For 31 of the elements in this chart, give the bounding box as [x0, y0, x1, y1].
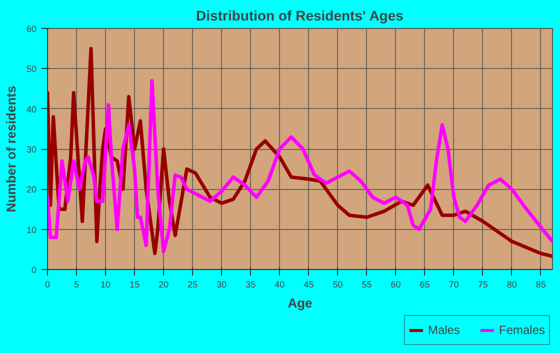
x-tick-label: 25	[188, 280, 198, 290]
x-tick-label: 0	[44, 280, 50, 290]
y-tick-label: 20	[26, 184, 37, 195]
y-tick-label: 30	[26, 144, 37, 154]
x-axis-title: Age	[288, 296, 312, 310]
y-tick-label: 40	[26, 104, 37, 114]
x-tick-label: 80	[506, 280, 517, 290]
x-tick-label: 60	[390, 280, 401, 290]
y-tick-label: 60	[26, 24, 37, 34]
y-tick-label: 10	[26, 224, 37, 235]
x-tick-label: 10	[100, 280, 111, 290]
x-tick-label: 55	[362, 280, 372, 290]
chart-title: Distribution of Residents' Ages	[196, 8, 404, 24]
y-axis-title: Number of residents	[3, 86, 18, 212]
x-tick-label: 20	[158, 280, 169, 290]
x-tick-label: 15	[130, 280, 140, 290]
x-tick-label: 30	[216, 280, 227, 290]
legend-label: Males	[428, 323, 460, 337]
x-tick-label: 70	[448, 280, 459, 290]
x-tick-label: 75	[478, 280, 488, 290]
x-tick-label: 5	[74, 280, 80, 290]
x-tick-label: 35	[246, 280, 256, 290]
legend-label: Females	[498, 323, 545, 337]
x-tick-label: 85	[536, 280, 546, 290]
y-tick-label: 0	[31, 265, 37, 275]
line-series	[48, 78, 552, 254]
x-tick-label: 65	[420, 280, 430, 290]
y-tick-label: 50	[26, 64, 37, 74]
x-tick-label: 40	[274, 280, 285, 290]
x-tick-label: 50	[332, 280, 343, 290]
x-tick-label: 45	[304, 280, 314, 290]
